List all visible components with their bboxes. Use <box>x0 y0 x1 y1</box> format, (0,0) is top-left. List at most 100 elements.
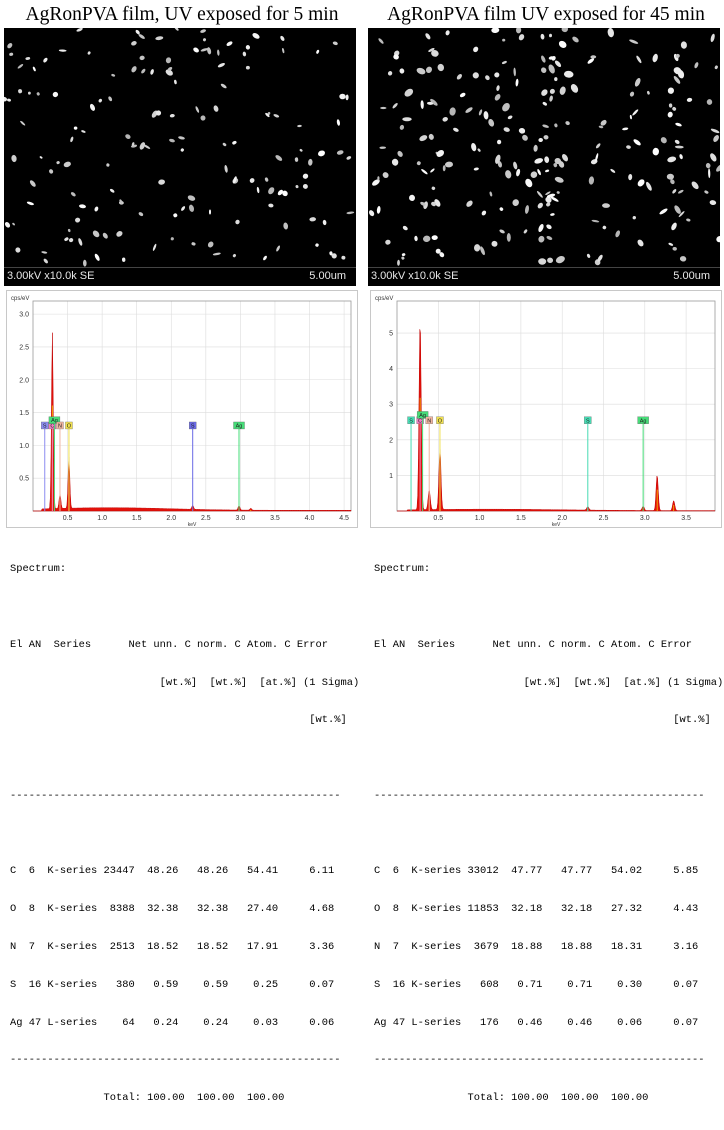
sem-particle <box>178 136 185 140</box>
sem-particle <box>541 55 546 63</box>
table-header-1: El AN Series Net unn. C norm. C Atom. C … <box>374 638 693 651</box>
x-tick-label: 3.0 <box>640 515 650 522</box>
sem-particle <box>473 167 479 171</box>
table-header-3: [wt.%] <box>374 714 711 727</box>
sem-particle <box>549 88 555 94</box>
element-marker-label: S <box>43 423 47 429</box>
table-separator: ----------------------------------------… <box>10 789 341 802</box>
element-marker-label: S <box>191 423 195 429</box>
sem-particle <box>471 142 477 152</box>
sem-particle <box>36 92 40 96</box>
sem-particle <box>98 98 102 103</box>
sem-particle <box>513 67 516 77</box>
sem-particle <box>629 114 632 120</box>
element-marker-label: Ag <box>236 423 243 429</box>
sem-particle <box>674 139 680 144</box>
element-marker-box <box>416 411 429 419</box>
sem-particle <box>716 235 720 243</box>
x-tick-label: 1.5 <box>132 515 142 522</box>
sem-particle <box>637 179 645 187</box>
sem-particle <box>155 110 162 116</box>
table-total: Total: 100.00 100.00 100.00 <box>10 1092 285 1105</box>
sem-particle <box>188 204 195 212</box>
y-tick-label: 1.0 <box>19 443 29 450</box>
sem-particle <box>445 161 453 168</box>
sem-particle <box>242 51 247 57</box>
sem-particle <box>18 89 23 94</box>
sem-particle <box>94 253 100 261</box>
sem-particle <box>336 119 340 126</box>
table-row: O 8 K-series 11853 32.18 32.18 27.32 4.4… <box>374 903 699 916</box>
sem-particle <box>673 67 682 75</box>
sem-parameters: 3.00kV x10.0k SE <box>371 270 459 282</box>
sem-particle <box>295 185 299 189</box>
sem-particle <box>391 158 399 166</box>
sem-particle <box>704 190 709 194</box>
sem-particle <box>232 176 237 184</box>
sem-particle <box>545 191 551 196</box>
sem-particle <box>554 123 558 128</box>
sem-particle <box>672 107 677 111</box>
table-separator: ----------------------------------------… <box>374 1054 705 1067</box>
sem-particle <box>600 119 607 126</box>
sem-particles <box>369 28 720 266</box>
sem-particle <box>150 69 154 75</box>
sem-particle <box>212 252 221 256</box>
sem-particle <box>139 142 146 150</box>
table-heading: Spectrum: <box>10 563 67 576</box>
y-tick-label: 3 <box>389 402 393 409</box>
sem-particle <box>68 238 74 243</box>
sem-particle <box>116 231 123 237</box>
sem-particle <box>714 65 718 70</box>
sem-particle <box>11 154 17 163</box>
sem-particle <box>181 206 186 211</box>
sem-particle <box>675 122 682 127</box>
sem-particle <box>421 169 428 175</box>
sem-particle <box>561 28 568 33</box>
sem-particle <box>453 127 459 132</box>
sem-particle <box>542 101 547 106</box>
table-header-2: [wt.%] [wt.%] [at.%] (1 Sigma) <box>374 676 724 689</box>
sem-particle <box>666 173 674 180</box>
sem-particle <box>252 32 260 39</box>
sem-particle <box>478 109 483 116</box>
sem-particle <box>679 256 687 262</box>
sem-particle <box>545 196 552 203</box>
sem-particle <box>591 219 600 223</box>
sem-particle <box>143 144 151 149</box>
element-marker-box <box>56 421 64 430</box>
x-axis-label: keV <box>552 522 561 527</box>
sem-particle <box>43 57 48 63</box>
sem-particle <box>49 169 54 174</box>
sem-particle <box>372 179 380 186</box>
quant-table: Spectrum: El AN Series Net unn. C norm. … <box>10 538 359 1130</box>
sem-particle <box>108 96 113 102</box>
sem-particle <box>691 181 699 190</box>
sem-particle <box>408 194 416 201</box>
y-tick-label: 4 <box>389 366 393 373</box>
sem-particle <box>622 127 629 131</box>
table-row: N 7 K-series 2513 18.52 18.52 17.91 3.36 <box>10 941 335 953</box>
sem-particle <box>546 202 551 207</box>
sem-particle <box>562 154 568 162</box>
table-row: C 6 K-series 33012 47.77 47.77 54.02 5.8… <box>374 865 699 878</box>
x-axis-label: keV <box>188 522 197 527</box>
sem-particle <box>220 83 227 89</box>
sem-particle <box>494 72 500 78</box>
plot-frame <box>32 300 352 512</box>
x-tick-label: 4.0 <box>305 515 315 522</box>
sem-particle <box>20 120 26 126</box>
sem-particle <box>187 195 196 201</box>
x-tick-label: 2.0 <box>557 515 567 522</box>
sem-particle <box>111 73 116 77</box>
x-tick-label: 3.5 <box>270 515 280 522</box>
sem-particle <box>647 90 650 95</box>
sem-particle <box>377 176 380 181</box>
sem-particle <box>329 251 333 256</box>
x-tick-label: 2.0 <box>166 515 176 522</box>
sem-particle <box>79 204 86 209</box>
sem-particle <box>226 41 233 46</box>
sem-particle <box>538 235 545 243</box>
sem-particle <box>670 179 675 185</box>
table-header-3: [wt.%] <box>10 714 347 727</box>
